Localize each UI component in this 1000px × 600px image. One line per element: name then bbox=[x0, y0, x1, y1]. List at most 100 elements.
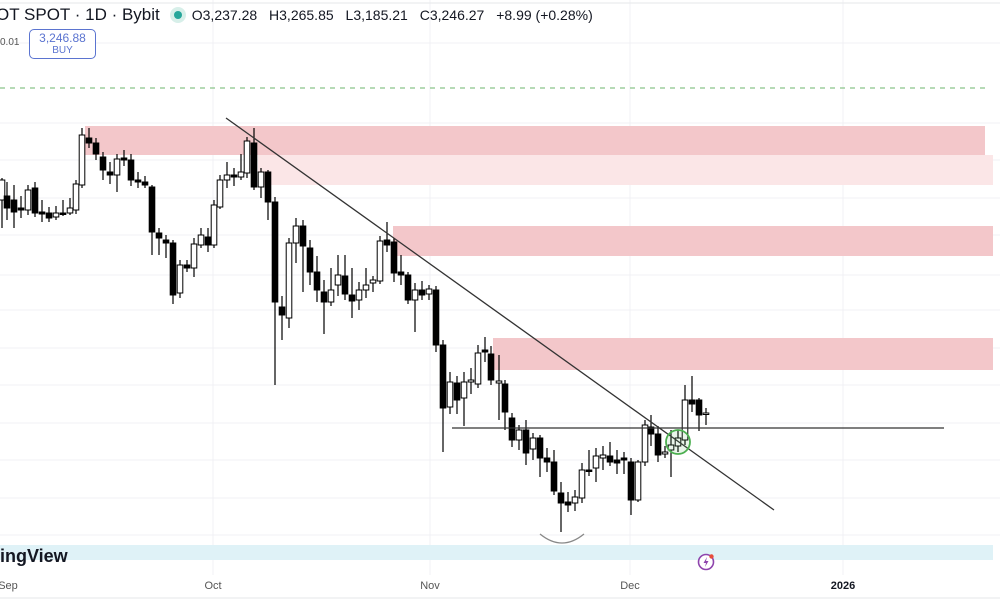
candle bbox=[474, 345, 482, 388]
candle bbox=[0, 178, 6, 228]
candle bbox=[190, 238, 198, 277]
candle bbox=[148, 185, 156, 255]
candle bbox=[85, 128, 93, 148]
candle bbox=[446, 372, 454, 414]
candle bbox=[613, 450, 621, 474]
candle bbox=[453, 376, 461, 414]
candle bbox=[299, 220, 307, 292]
buy-button[interactable]: 3,246.88 BUY bbox=[29, 29, 96, 59]
candle bbox=[243, 137, 251, 178]
time-axis-label: 2026 bbox=[830, 580, 856, 592]
candle bbox=[216, 175, 224, 209]
buy-label: BUY bbox=[52, 45, 73, 56]
candle bbox=[59, 200, 67, 216]
candle bbox=[467, 368, 475, 394]
candle bbox=[45, 207, 53, 222]
volume-band bbox=[0, 545, 993, 560]
candle bbox=[432, 286, 440, 352]
supply-zone bbox=[393, 226, 993, 256]
candle bbox=[306, 240, 314, 285]
time-axis-label: Oct bbox=[204, 580, 222, 592]
candle bbox=[285, 238, 293, 328]
candle bbox=[557, 482, 565, 532]
candle bbox=[264, 170, 272, 220]
time-axis-label: Sep bbox=[0, 580, 18, 592]
lightning-event-icon[interactable] bbox=[697, 553, 715, 571]
candle bbox=[66, 198, 74, 215]
candle bbox=[702, 408, 710, 425]
candle bbox=[120, 150, 128, 166]
candle bbox=[515, 425, 523, 450]
candle bbox=[460, 372, 468, 426]
candle bbox=[162, 235, 170, 258]
supply-zone bbox=[493, 338, 993, 370]
bottom-arc bbox=[539, 533, 585, 544]
candle bbox=[113, 154, 121, 192]
candle bbox=[390, 238, 398, 282]
candle bbox=[271, 197, 279, 385]
candle bbox=[230, 168, 238, 186]
candle bbox=[627, 458, 635, 515]
candle bbox=[647, 415, 655, 446]
candle bbox=[183, 260, 191, 272]
candle bbox=[606, 442, 614, 466]
candle bbox=[292, 218, 300, 263]
candle bbox=[536, 435, 544, 477]
candle bbox=[543, 448, 551, 472]
candle bbox=[141, 176, 149, 188]
candle bbox=[355, 282, 363, 310]
candle bbox=[620, 452, 628, 474]
candle bbox=[376, 236, 384, 284]
candle bbox=[661, 446, 669, 458]
candle bbox=[176, 260, 184, 298]
candle bbox=[578, 463, 586, 503]
candle bbox=[24, 185, 32, 215]
candle bbox=[313, 256, 321, 302]
chart-overlays bbox=[225, 117, 944, 544]
candle bbox=[17, 196, 25, 218]
candle bbox=[397, 255, 405, 285]
candle bbox=[585, 450, 593, 476]
candle bbox=[204, 228, 212, 252]
candle bbox=[223, 162, 231, 188]
candle bbox=[411, 283, 419, 332]
supply-zone bbox=[85, 126, 985, 155]
candle bbox=[327, 268, 335, 306]
symbol-title[interactable]: OT SPOT · 1D · Bybit bbox=[0, 5, 160, 24]
candle bbox=[481, 337, 489, 362]
candle bbox=[92, 138, 100, 160]
ohlc-values: O3,237.28 H3,265.85 L3,185.21 C3,246.27 … bbox=[192, 7, 601, 23]
candle bbox=[404, 272, 412, 304]
candle bbox=[634, 460, 642, 502]
candle bbox=[210, 200, 218, 248]
candle bbox=[31, 182, 39, 217]
candle bbox=[362, 268, 370, 298]
candle bbox=[681, 385, 689, 445]
candle bbox=[418, 281, 426, 300]
supply-zone bbox=[258, 155, 993, 185]
market-status-dot-icon bbox=[173, 11, 182, 19]
candle bbox=[106, 162, 114, 184]
order-quantity[interactable]: 0.01 bbox=[0, 37, 20, 48]
candle bbox=[383, 222, 391, 252]
close-value: C3,246.27 bbox=[419, 7, 485, 23]
time-axis-label: Nov bbox=[420, 580, 440, 592]
candle bbox=[78, 128, 86, 188]
candle bbox=[52, 206, 60, 220]
candle bbox=[134, 172, 142, 188]
low-value: L3,185.21 bbox=[345, 7, 408, 23]
candle bbox=[257, 168, 265, 198]
candle bbox=[127, 154, 135, 186]
candle bbox=[654, 426, 662, 462]
candle bbox=[38, 200, 46, 222]
candle bbox=[688, 376, 696, 412]
candle bbox=[439, 340, 447, 452]
candle bbox=[508, 413, 516, 447]
candle bbox=[592, 448, 600, 482]
candle bbox=[10, 185, 18, 228]
candle bbox=[550, 450, 558, 495]
change-value: +8.99 (+0.28%) bbox=[496, 7, 593, 23]
candle bbox=[599, 446, 607, 470]
